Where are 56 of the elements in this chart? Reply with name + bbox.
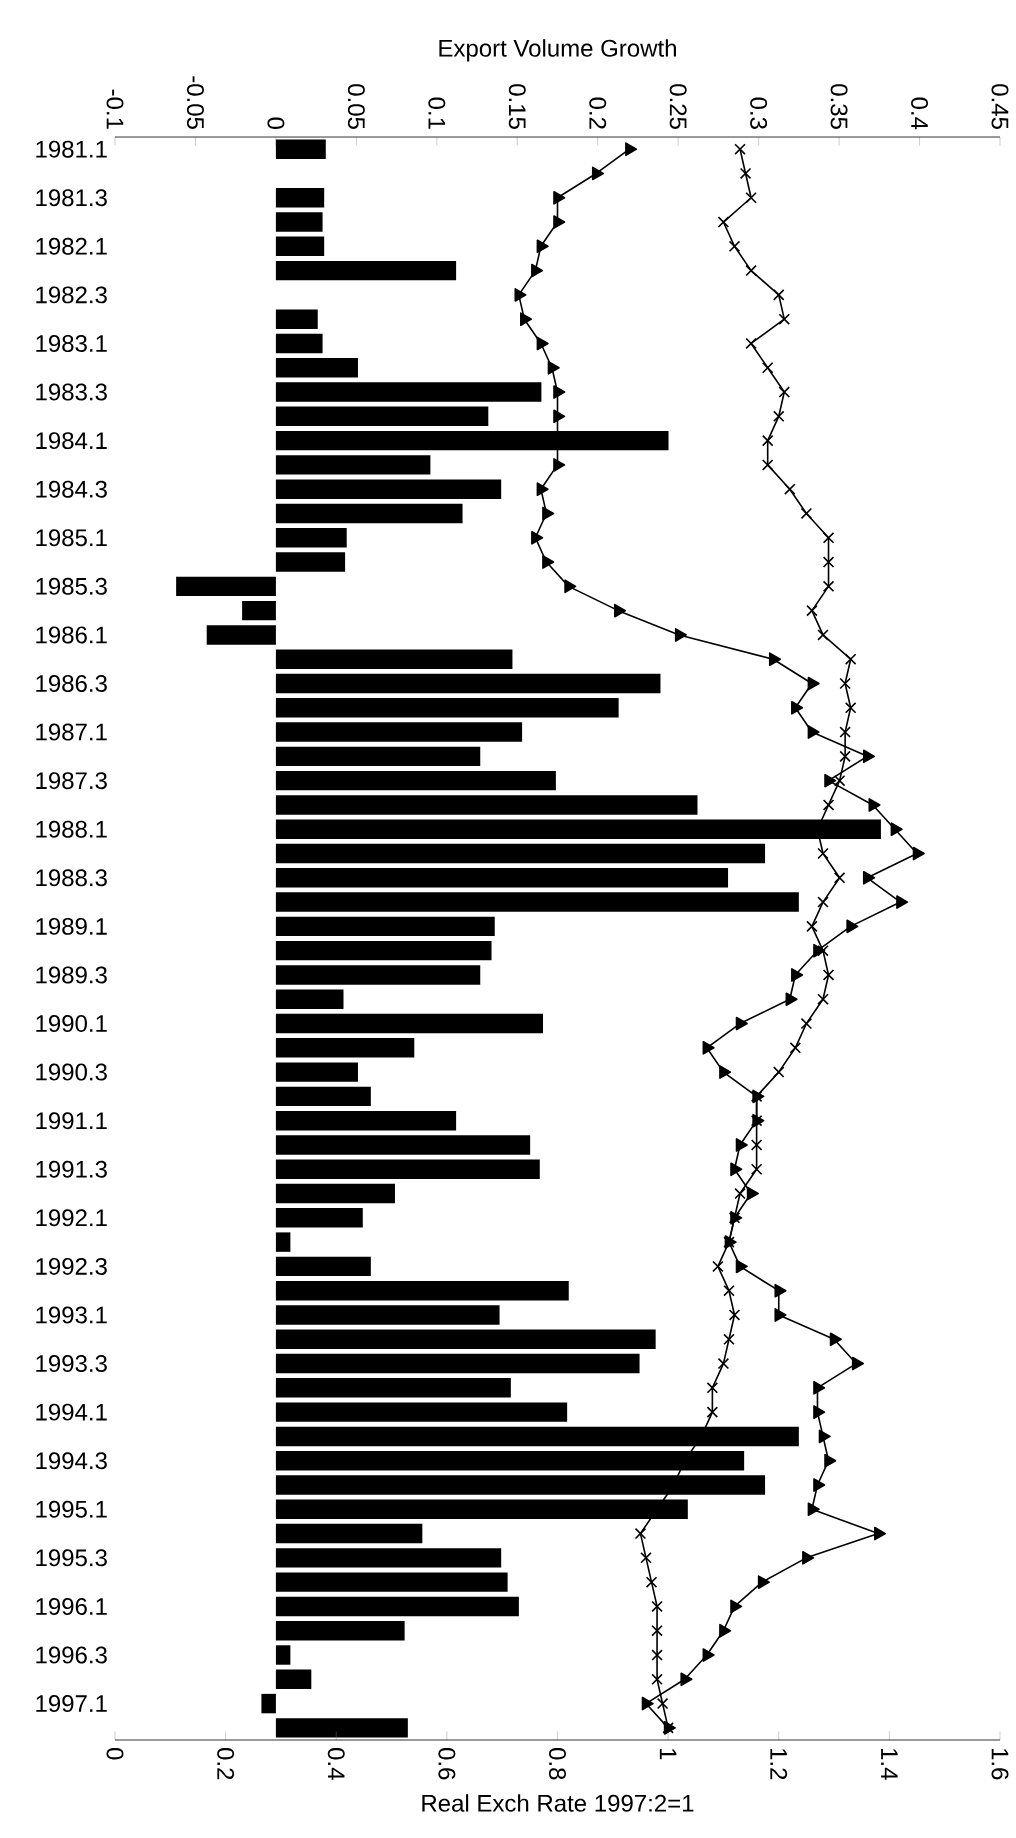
y-tick-label: 1982.1: [36, 237, 107, 255]
x-tick-label: 0: [106, 1748, 124, 1760]
y-tick-label: 1993.1: [36, 1306, 107, 1324]
y-tick-label: 1981.3: [36, 189, 107, 207]
y-tick-label: 1996.3: [36, 1646, 107, 1664]
y-tick-label: 1995.3: [36, 1549, 107, 1567]
x-tick-label: 1.6: [991, 1748, 1009, 1780]
x-tick-label: 0.2: [217, 1748, 235, 1780]
y-tick-label: 1994.1: [36, 1403, 107, 1421]
x2-tick-label: 0.2: [589, 97, 607, 129]
y-tick-label: 1986.3: [36, 675, 107, 692]
x2-tick-label: 0.25: [669, 84, 687, 129]
x-tick-label: 1.2: [770, 1748, 788, 1780]
x2-tick-label: 0.35: [830, 84, 848, 129]
y-tick-label: 1982.3: [36, 286, 107, 304]
y-tick-label: 1996.1: [36, 1597, 107, 1615]
x2-tick-label: -0.1: [106, 89, 124, 129]
y-tick-label: 1993.3: [36, 1355, 107, 1373]
x2-tick-label: 0.3: [750, 97, 768, 129]
x-tick-label: 0.6: [438, 1748, 456, 1780]
y-tick-label: 1986.1: [36, 626, 107, 644]
x2-tick-label: 0.1: [428, 97, 446, 129]
y-tick-label: 1988.3: [36, 869, 107, 887]
y-tick-label: 1987.3: [36, 772, 107, 790]
y-tick-label: 1983.3: [36, 383, 107, 401]
x2-tick-label: 0: [267, 117, 285, 130]
x-tick-label: 1: [659, 1748, 677, 1760]
y-tick-label: 1995.1: [36, 1500, 107, 1518]
y-tick-label: 1984.1: [36, 432, 107, 450]
y-tick-label: 1989.3: [36, 966, 107, 984]
x2-tick-label: 0.4: [911, 97, 929, 130]
y-tick-label: 1983.1: [36, 334, 107, 352]
y-tick-label: 1990.1: [36, 1015, 107, 1032]
y-tick-label: 1984.3: [36, 480, 107, 498]
x-axis-title: Real Exch Rate 1997:2=1: [422, 1794, 694, 1812]
x2-axis-title: Export Volume Growth: [439, 39, 676, 62]
y-tick-label: 1991.1: [36, 1112, 107, 1130]
y-tick-label: 1992.3: [36, 1257, 107, 1275]
y-tick-label: 1994.3: [36, 1452, 107, 1470]
y-tick-label: 1985.1: [36, 529, 107, 547]
y-tick-label: 1997.1: [36, 1695, 107, 1713]
y-tick-label: 1991.3: [36, 1160, 107, 1178]
x-tick-label: 0.8: [549, 1748, 566, 1780]
x-tick-label: 1.4: [881, 1748, 898, 1780]
x2-tick-label: 0.45: [991, 84, 1009, 129]
x2-tick-label: 0.05: [347, 84, 365, 129]
y-tick-label: 1981.1: [36, 140, 107, 158]
y-tick-label: 1990.3: [36, 1063, 107, 1081]
y-tick-label: 1988.1: [36, 820, 107, 838]
x2-tick-label: -0.05: [186, 76, 204, 129]
y-tick-label: 1989.1: [36, 917, 107, 935]
y-tick-label: 1985.3: [36, 577, 107, 595]
y-tick-label: 1992.1: [36, 1209, 107, 1227]
x-tick-label: 0.4: [327, 1748, 345, 1780]
x2-tick-label: 0.15: [508, 84, 526, 129]
y-tick-label: 1987.1: [36, 723, 107, 741]
